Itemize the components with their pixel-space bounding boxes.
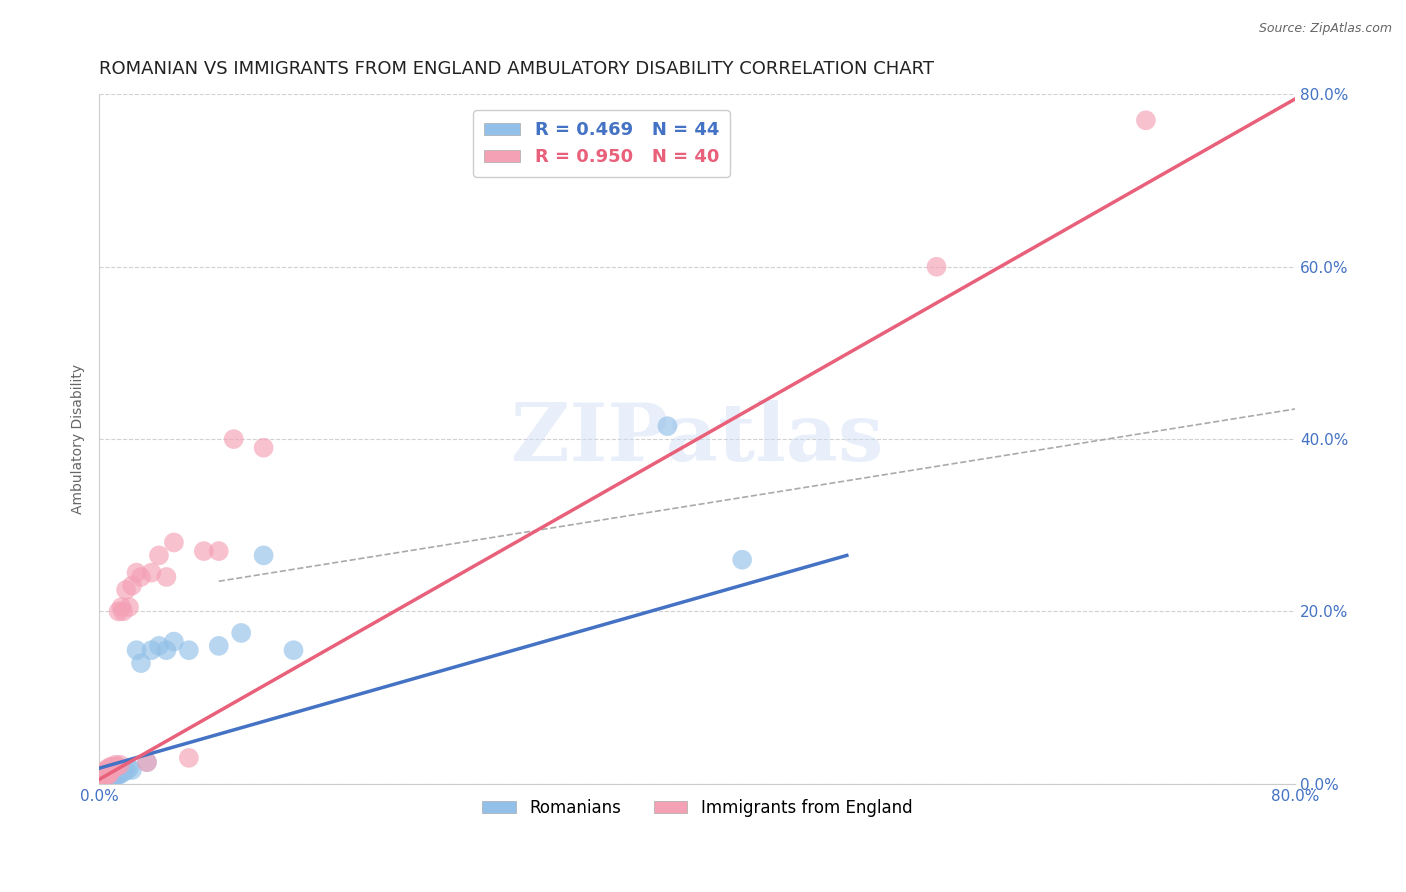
Point xyxy=(100,772,122,786)
Point xyxy=(141,566,163,580)
Point xyxy=(925,260,948,274)
Point xyxy=(112,763,135,777)
Point xyxy=(252,441,274,455)
Point xyxy=(177,751,200,765)
Point xyxy=(100,764,122,778)
Point xyxy=(118,600,141,615)
Point xyxy=(101,770,124,784)
Point xyxy=(177,643,200,657)
Point xyxy=(129,656,152,670)
Point xyxy=(141,643,163,657)
Point xyxy=(108,765,131,780)
Point xyxy=(98,761,121,775)
Point xyxy=(97,761,120,775)
Point xyxy=(98,768,121,782)
Point xyxy=(125,566,148,580)
Point xyxy=(90,772,112,787)
Point xyxy=(283,643,305,657)
Point xyxy=(96,772,118,786)
Point xyxy=(91,774,114,789)
Point xyxy=(94,768,117,782)
Point xyxy=(98,771,121,785)
Point xyxy=(110,600,132,615)
Point xyxy=(101,761,124,775)
Y-axis label: Ambulatory Disability: Ambulatory Disability xyxy=(72,364,86,514)
Point xyxy=(148,549,170,563)
Point xyxy=(208,639,231,653)
Title: ROMANIAN VS IMMIGRANTS FROM ENGLAND AMBULATORY DISABILITY CORRELATION CHART: ROMANIAN VS IMMIGRANTS FROM ENGLAND AMBU… xyxy=(100,60,934,78)
Point xyxy=(148,639,170,653)
Point xyxy=(118,761,141,775)
Point xyxy=(96,768,118,782)
Point xyxy=(94,772,117,787)
Point xyxy=(136,755,159,769)
Point xyxy=(163,634,186,648)
Point xyxy=(136,755,159,769)
Point xyxy=(104,757,127,772)
Point xyxy=(100,759,122,773)
Point xyxy=(104,766,127,780)
Legend: Romanians, Immigrants from England: Romanians, Immigrants from England xyxy=(475,792,920,823)
Point xyxy=(731,552,754,566)
Point xyxy=(93,772,115,786)
Point xyxy=(91,768,114,782)
Point xyxy=(252,549,274,563)
Point xyxy=(108,757,131,772)
Point xyxy=(110,766,132,780)
Point xyxy=(94,764,117,778)
Point xyxy=(125,643,148,657)
Point xyxy=(657,419,679,434)
Point xyxy=(231,626,253,640)
Point xyxy=(1135,113,1157,128)
Point xyxy=(97,770,120,784)
Point xyxy=(103,771,125,785)
Point xyxy=(103,768,125,782)
Point xyxy=(93,773,115,788)
Point xyxy=(107,768,129,782)
Point xyxy=(91,770,114,784)
Point xyxy=(97,772,120,787)
Point xyxy=(105,759,128,773)
Point xyxy=(222,432,245,446)
Point xyxy=(155,570,177,584)
Text: Source: ZipAtlas.com: Source: ZipAtlas.com xyxy=(1258,22,1392,36)
Point xyxy=(115,582,138,597)
Point xyxy=(107,604,129,618)
Text: ZIPatlas: ZIPatlas xyxy=(512,401,883,478)
Point xyxy=(193,544,215,558)
Point xyxy=(96,773,118,788)
Point xyxy=(97,768,120,782)
Point xyxy=(93,770,115,784)
Point xyxy=(155,643,177,657)
Point xyxy=(121,578,143,592)
Point xyxy=(121,763,143,777)
Point xyxy=(96,764,118,778)
Point xyxy=(129,570,152,584)
Point xyxy=(100,769,122,783)
Point xyxy=(90,772,112,787)
Point xyxy=(98,766,121,780)
Point xyxy=(112,604,135,618)
Point xyxy=(115,764,138,778)
Point xyxy=(93,766,115,780)
Point xyxy=(96,768,118,782)
Point xyxy=(105,764,128,778)
Point xyxy=(163,535,186,549)
Point xyxy=(101,766,124,780)
Point xyxy=(93,768,115,782)
Point xyxy=(91,770,114,784)
Point xyxy=(103,759,125,773)
Point xyxy=(208,544,231,558)
Point xyxy=(94,770,117,784)
